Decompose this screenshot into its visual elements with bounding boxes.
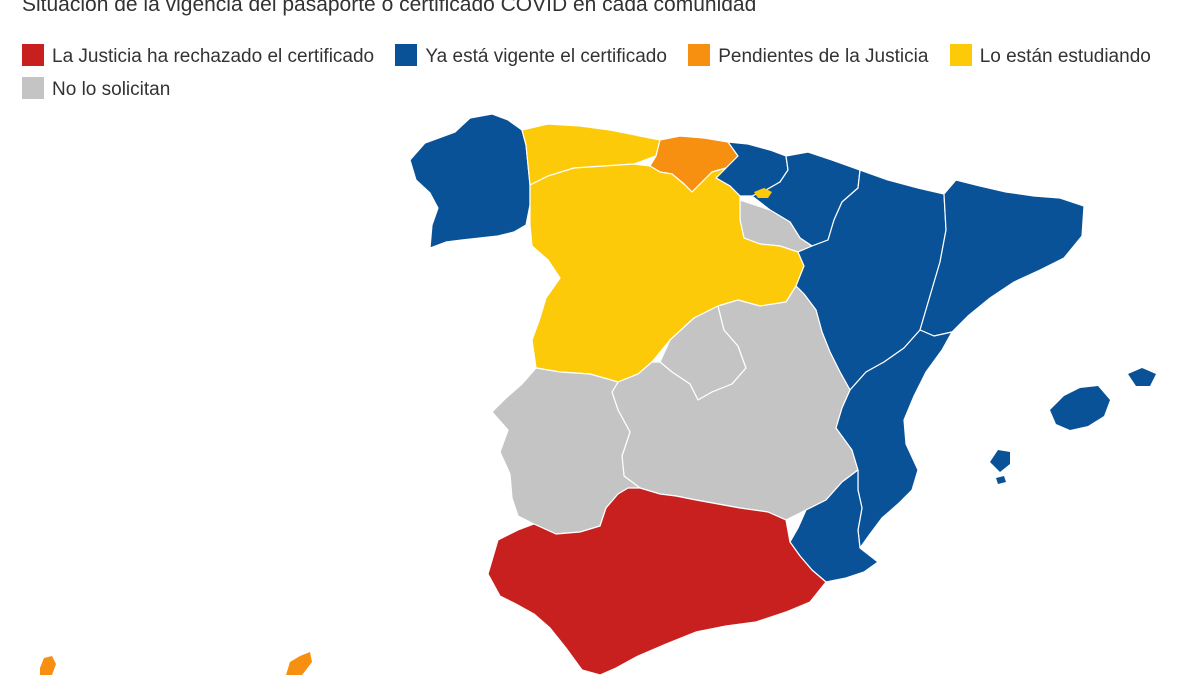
region-valencia [835, 329, 953, 549]
region-ibiza [990, 450, 1010, 472]
legend-swatch-rechazado [22, 44, 44, 66]
region-canarias-east [286, 652, 312, 675]
legend-item-rechazado: La Justicia ha rechazado el certificado [22, 44, 375, 67]
legend-swatch-no-solicitan [22, 77, 44, 99]
region-andalucia [487, 487, 827, 675]
legend-label-pendiente: Pendientes de la Justicia [718, 46, 929, 67]
region-canarias-west [40, 656, 56, 675]
region-menorca [1128, 368, 1156, 386]
legend-label-estudiando: Lo están estudiando [979, 46, 1151, 67]
legend-swatch-pendiente [688, 44, 711, 66]
region-murcia [789, 469, 879, 583]
map-title: Situación de la vigencia del pasaporte o… [22, 0, 757, 16]
legend-label-vigente: Ya está vigente el certificado [425, 46, 667, 67]
legend-swatch-vigente [395, 44, 418, 66]
legend-item-vigente: Ya está vigente el certificado [395, 44, 667, 67]
legend-item-estudiando: Lo están estudiando [949, 44, 1151, 67]
region-enclave-trevino [754, 188, 772, 198]
legend: La Justicia ha rechazado el certificado … [22, 40, 1172, 106]
legend-swatch-estudiando [949, 44, 972, 66]
legend-item-pendiente: Pendientes de la Justicia [688, 44, 929, 67]
legend-item-no-solicitan: No lo solicitan [22, 77, 171, 100]
region-galicia [409, 113, 531, 249]
legend-label-no-solicitan: No lo solicitan [52, 79, 171, 100]
region-mallorca [1050, 386, 1110, 430]
region-formentera [996, 476, 1006, 484]
legend-label-rechazado: La Justicia ha rechazado el certificado [52, 46, 375, 67]
region-cataluna [919, 179, 1085, 337]
